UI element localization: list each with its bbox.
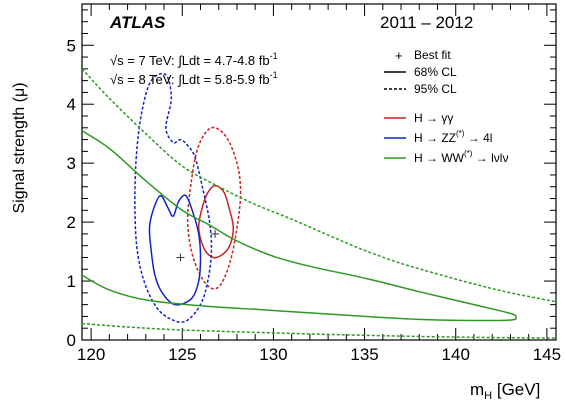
x-axis-title: mH [GeV] bbox=[470, 380, 540, 402]
x-tick-label: 120 bbox=[77, 345, 105, 364]
y-tick-label: 1 bbox=[67, 272, 76, 291]
lumi-line-1: √s = 7 TeV: ∫Ldt = 4.7-4.8 fb-1 bbox=[110, 51, 278, 68]
lumi-line-2: √s = 8 TeV: ∫Ldt = 5.8-5.9 fb-1 bbox=[110, 70, 278, 87]
x-tick-label: 145 bbox=[533, 345, 561, 364]
y-tick-label: 0 bbox=[67, 331, 76, 350]
contours bbox=[82, 68, 556, 339]
legend-ww-label: H → WW(*) → lνlν bbox=[414, 149, 508, 165]
x-tick-label: 125 bbox=[168, 345, 196, 364]
x-tick-label: 140 bbox=[442, 345, 470, 364]
y-tick-label: 4 bbox=[67, 95, 76, 114]
y-tick-label: 2 bbox=[67, 213, 76, 232]
y-axis-title: Signal strength (μ) bbox=[11, 82, 28, 213]
legend-95cl-label: 95% CL bbox=[414, 82, 457, 96]
legend-best-fit-marker: + bbox=[395, 48, 403, 63]
tick-labels: 120 125 130 135 140 145 0 1 2 3 4 5 bbox=[67, 36, 562, 364]
x-tick-label: 130 bbox=[259, 345, 287, 364]
legend-68cl-label: 68% CL bbox=[414, 65, 457, 79]
period-label: 2011 – 2012 bbox=[380, 13, 473, 32]
y-tick-label: 3 bbox=[67, 154, 76, 173]
legend: + Best fit 68% CL 95% CL H → γγ H → ZZ(*… bbox=[384, 48, 508, 165]
zz-68cl-contour bbox=[148, 194, 202, 306]
ww-95cl-lower-contour bbox=[82, 322, 556, 339]
y-tick-label: 5 bbox=[67, 36, 76, 55]
ww-95cl-contour bbox=[82, 68, 556, 303]
gg-68cl-contour bbox=[197, 184, 235, 259]
experiment-label: ATLAS bbox=[109, 13, 166, 32]
plot-frame bbox=[81, 3, 557, 341]
axis-ticks bbox=[82, 4, 556, 341]
gg-95cl-contour bbox=[186, 126, 242, 290]
legend-best-fit-label: Best fit bbox=[414, 48, 451, 62]
ww-68cl-contour bbox=[82, 130, 517, 322]
legend-zz-label: H → ZZ(*) → 4l bbox=[414, 129, 492, 145]
x-tick-label: 135 bbox=[350, 345, 378, 364]
legend-gg-label: H → γγ bbox=[414, 111, 453, 125]
best-fit-markers bbox=[176, 229, 220, 262]
zz-95cl-contour bbox=[134, 72, 213, 323]
